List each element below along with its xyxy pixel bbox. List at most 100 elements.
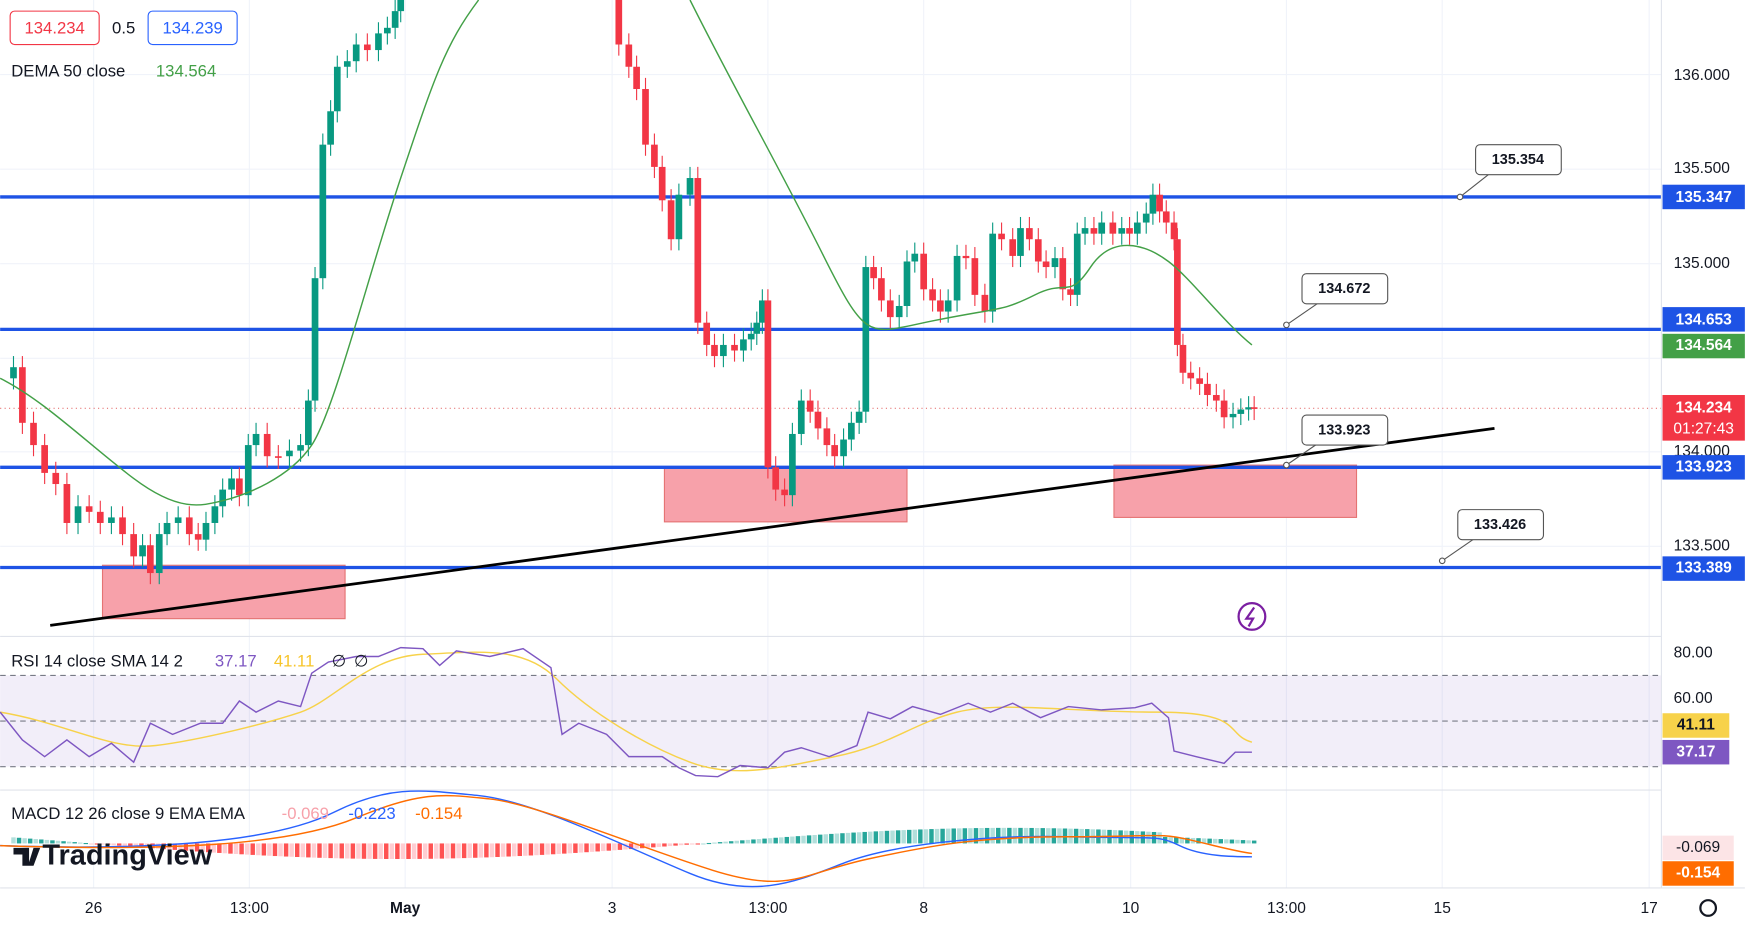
hist-bar [289,843,294,857]
hist-bar [506,843,511,857]
hist-bar [868,831,873,844]
hist-bar [762,838,767,844]
ask-price[interactable]: 134.239 [162,18,222,37]
hist-bar [356,843,361,859]
hist-bar [473,843,478,858]
candle-body [244,445,252,496]
hist-bar [1218,839,1224,844]
hist-bar [384,843,389,859]
hist-bar [361,843,367,859]
candles [10,0,1258,585]
hist-bar [116,843,122,846]
rsi-tick: 60.00 [1674,690,1713,707]
hist-bar [272,843,278,857]
hist-bar [578,843,584,853]
candle-body [953,255,961,301]
candle-body [764,300,772,468]
candle-body [1162,211,1170,223]
candle-body [1156,194,1163,212]
hist-bar [205,843,211,853]
hist-bar [61,841,66,844]
hist-bar [929,829,934,844]
hist-bar [105,843,111,845]
indicator-name: DEMA 50 close [11,62,125,81]
hist-bar [278,843,283,857]
hist-bar [1201,838,1207,844]
hist-bar [283,843,289,857]
hist-bar [684,843,689,845]
hist-bar [128,843,133,847]
bid-price[interactable]: 134.234 [24,18,84,37]
hist-bar [829,833,834,844]
price-tick: 133.500 [1674,537,1731,554]
pane-legends: RSI 14 close SMA 14 2 37.17 41.11 ∅ ∅ MA… [11,651,462,822]
hist-bar [962,828,968,844]
hist-bar [406,843,411,859]
rsi-value: 37.17 [215,651,257,670]
candle-body [155,534,163,574]
candle-body [720,344,727,357]
hist-bar [734,840,739,844]
alert-icon[interactable] [1237,601,1267,631]
indicator-value: 134.564 [156,62,216,81]
candle-body [319,144,327,279]
hist-bar [1212,838,1218,844]
hist-bar [767,838,773,844]
settings-button[interactable] [1699,899,1718,917]
candle-body [1170,222,1178,240]
hist-bar [11,837,16,844]
hist-bar [244,843,250,855]
price-label: 134.653 [1676,312,1733,329]
time-tick: May [390,900,421,917]
hist-bar [239,843,244,855]
time-tick: 13:00 [748,900,787,917]
hist-bar [879,831,884,844]
hist-bar [945,828,951,844]
candle-body [675,194,683,240]
candle-body [651,144,658,167]
candle-body [1250,407,1258,409]
hist-bar [217,843,222,853]
hist-bar [751,839,756,844]
hist-bar [567,843,573,854]
candle-body [1081,228,1089,234]
time-tick: 26 [85,900,102,917]
candle-body [263,433,271,457]
hist-bar [840,833,845,844]
hist-bar [411,843,417,859]
hist-bar [194,843,200,852]
hist-bar [812,834,817,844]
hist-bar [823,834,828,844]
candle-body [625,44,633,67]
callout-label: 134.672 [1318,281,1370,297]
macd-signal-value: -0.154 [415,804,462,823]
hist-bar [612,843,617,851]
hist-bar [445,843,450,859]
hist-bar [1012,827,1018,844]
hist-bar [489,843,495,858]
candle-body [352,44,360,62]
candle-body [391,11,399,28]
hist-bar [450,843,456,859]
hist-bar [1207,838,1212,844]
candle-body [1059,258,1067,290]
logo[interactable]: TradingView [13,839,213,871]
candle-body [52,472,60,485]
hist-bar [667,843,673,847]
candle-body [1109,222,1117,234]
hist-bar [16,837,22,844]
hist-bar [55,840,61,844]
candle-body [1009,239,1017,256]
countdown: 01:27:43 [1673,421,1734,438]
candle-body [731,344,738,351]
hist-bar [856,832,862,844]
candle-body [185,517,193,535]
macd-hist-value: -0.069 [282,804,329,823]
hist-bar [756,839,762,844]
hist-bar [228,843,233,854]
candle-body [1229,413,1237,418]
candle-body [130,534,137,557]
callouts [1283,144,1562,565]
hist-bar [1007,827,1012,844]
candle-body [1220,400,1228,418]
